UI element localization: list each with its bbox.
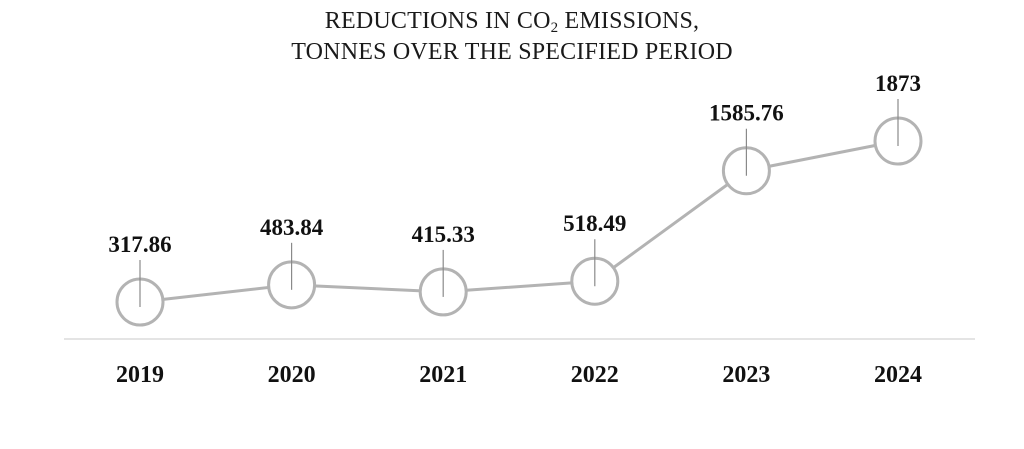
chart-title: REDUCTIONS IN CO2 EMISSIONS, TONNES OVER… <box>0 6 1024 68</box>
data-label: 317.86 <box>108 232 171 257</box>
x-tick-label: 2019 <box>116 362 164 388</box>
data-label: 1585.76 <box>709 101 784 126</box>
data-label: 1873 <box>875 71 921 96</box>
x-tick-label: 2022 <box>571 362 619 388</box>
chart-title-line-1: REDUCTIONS IN CO2 EMISSIONS, <box>0 6 1024 37</box>
x-tick-label: 2023 <box>722 362 770 388</box>
series-line <box>139 139 899 304</box>
data-label: 483.84 <box>260 215 324 240</box>
x-tick-label: 2024 <box>874 362 922 388</box>
chart-title-subscript: 2 <box>550 20 559 36</box>
chart-title-part-1: REDUCTIONS IN CO <box>324 8 551 34</box>
data-label: 518.49 <box>563 211 626 236</box>
data-label: 415.33 <box>412 222 475 247</box>
x-tick-label: 2020 <box>268 362 316 388</box>
chart-title-line-2: TONNES OVER THE SPECIFIED PERIOD <box>291 39 733 65</box>
chart-title-part-2: EMISSIONS, <box>558 8 700 34</box>
x-tick-label: 2021 <box>419 362 467 388</box>
